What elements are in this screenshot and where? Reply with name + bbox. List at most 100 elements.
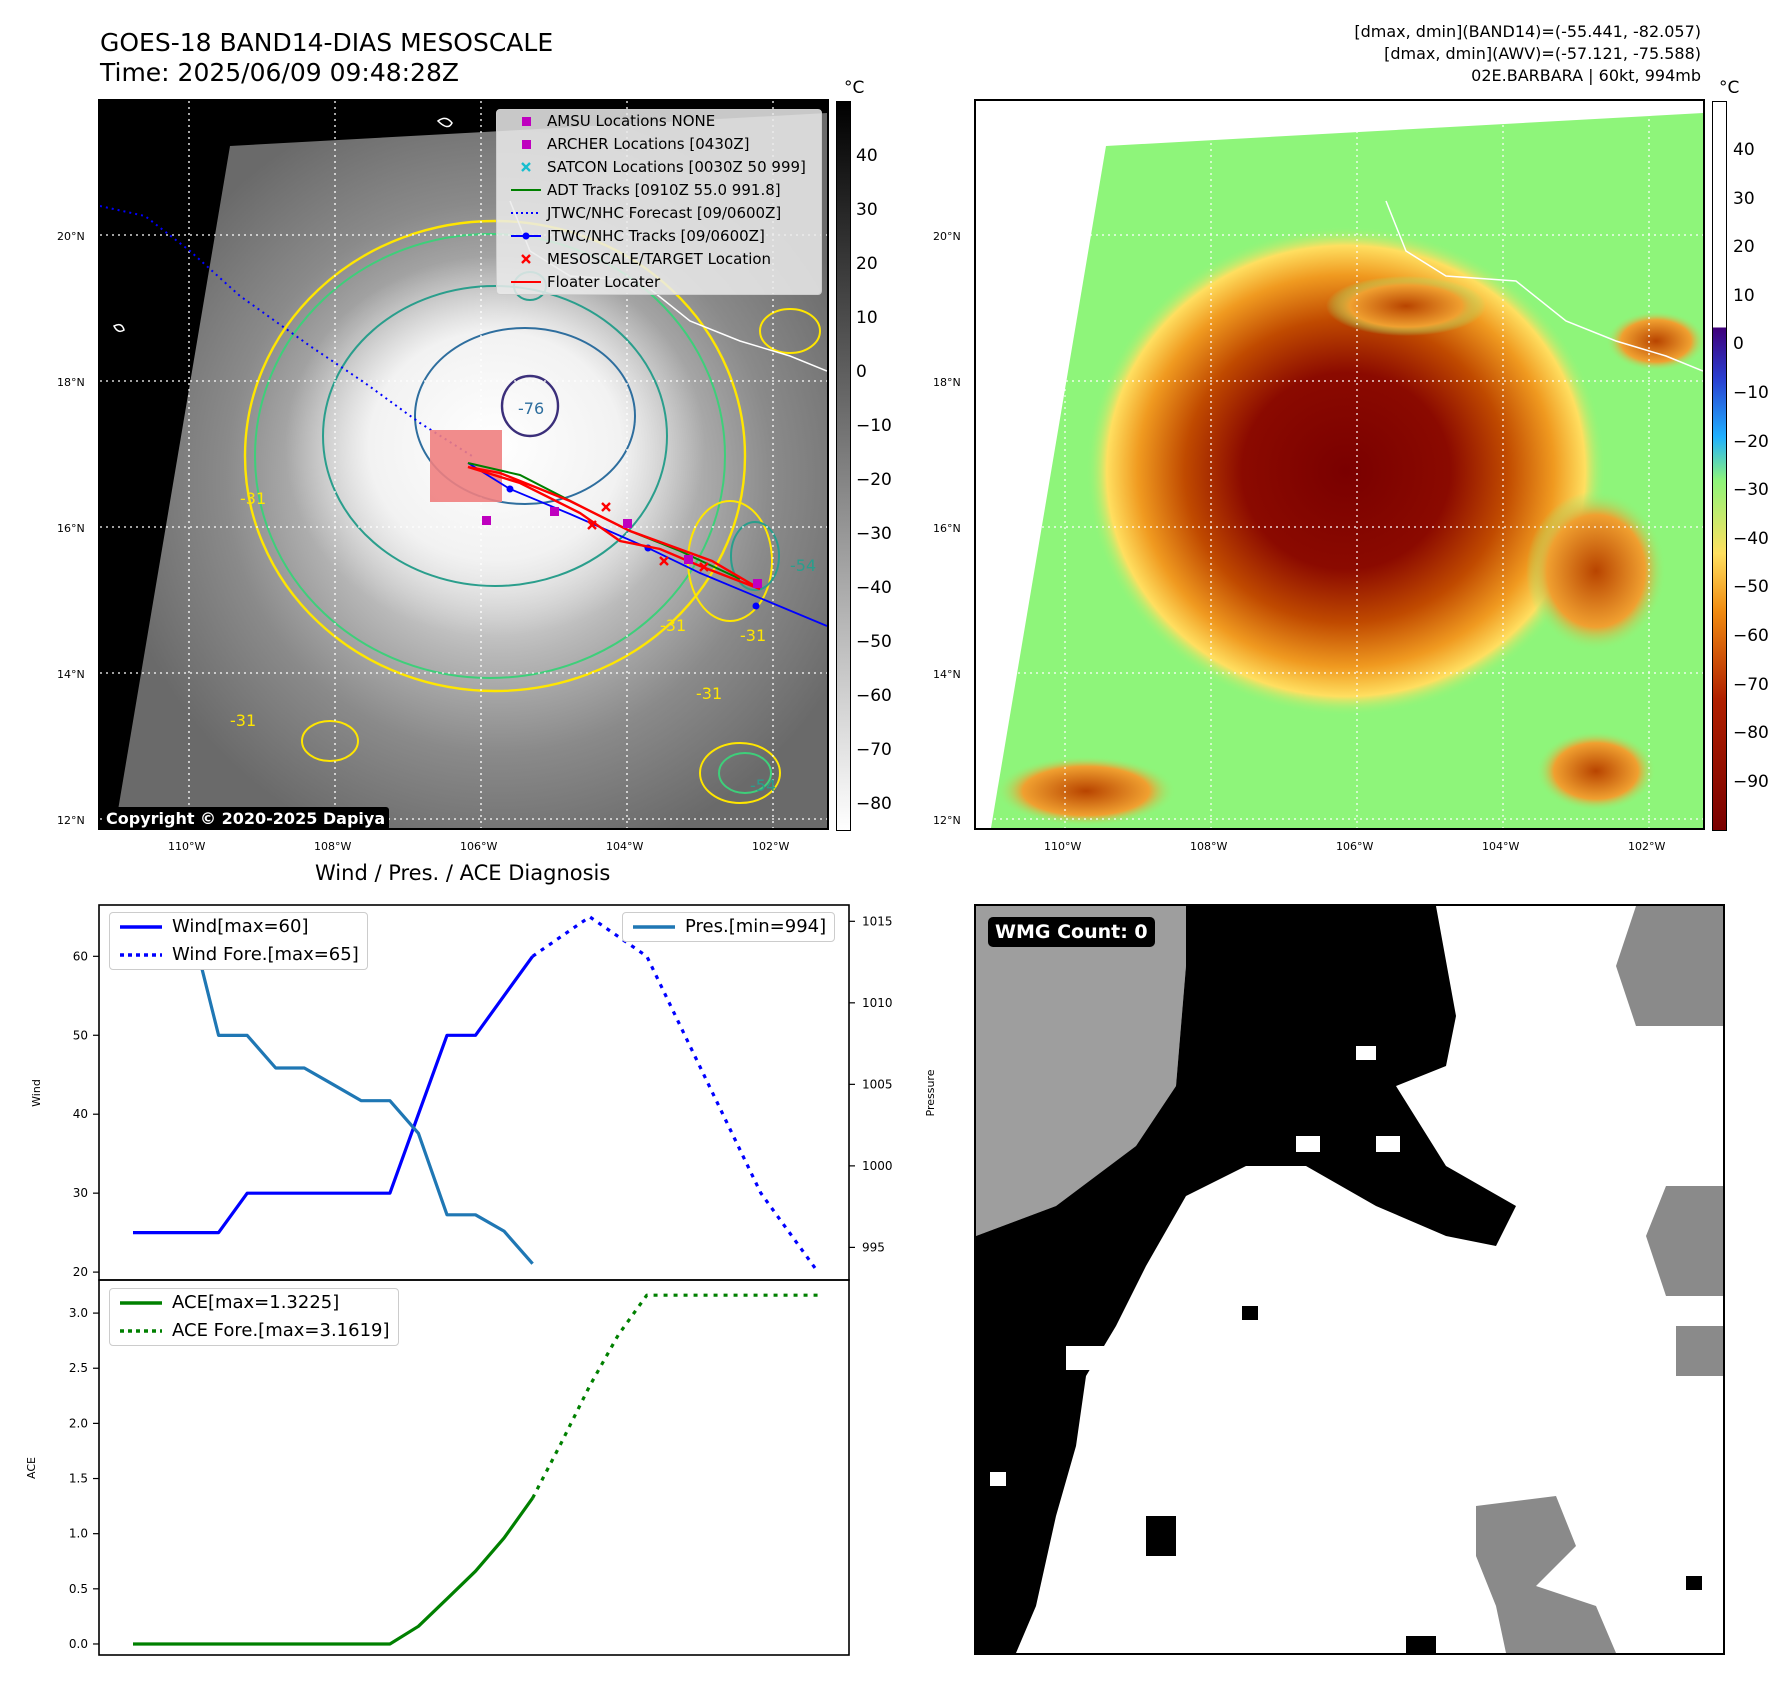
archer-locations bbox=[482, 507, 762, 588]
contour-blue bbox=[414, 327, 636, 505]
wmg-dark-region bbox=[976, 906, 1516, 1653]
contour-ne-yellow bbox=[759, 308, 821, 354]
contour-label: -54 bbox=[790, 556, 816, 575]
lon-label: 108°W bbox=[314, 840, 352, 853]
colorbar-tick-label: 30 bbox=[856, 200, 878, 220]
ace-tick-label: 0.0 bbox=[69, 1637, 88, 1651]
lat-label: 20°N bbox=[933, 230, 961, 243]
legend-symbol bbox=[511, 232, 541, 240]
wmg-mid-region bbox=[976, 906, 1186, 1236]
figure-time: Time: 2025/06/09 09:48:28Z bbox=[100, 58, 459, 87]
legend-label: AMSU Locations NONE bbox=[547, 112, 716, 130]
colorbar-tick-label: −80 bbox=[856, 794, 892, 814]
left-colorbar bbox=[836, 101, 851, 831]
legend-label: SATCON Locations [0030Z 50 999] bbox=[547, 158, 806, 176]
ace-tick-label: 0.5 bbox=[69, 1582, 88, 1596]
figure-title: GOES-18 BAND14-DIAS MESOSCALE bbox=[100, 28, 554, 57]
legend-item: AMSU Locations NONE bbox=[497, 110, 821, 133]
contour-purple bbox=[500, 374, 560, 438]
wmg-mid-patch bbox=[1616, 906, 1723, 1026]
legend-symbol bbox=[521, 162, 531, 172]
legend-label: MESOSCALE/TARGET Location bbox=[547, 250, 772, 268]
legend-symbol bbox=[522, 140, 531, 149]
copyright-badge: Copyright © 2020-2025 Dapiya bbox=[102, 807, 390, 828]
diagnosis-title: Wind / Pres. / ACE Diagnosis bbox=[315, 861, 611, 885]
graticule bbox=[976, 101, 1703, 828]
legend-symbol bbox=[511, 212, 541, 214]
lon-label: 102°W bbox=[1628, 840, 1666, 853]
legend-label: JTWC/NHC Tracks [09/0600Z] bbox=[547, 227, 765, 245]
wmg-count-badge: WMG Count: 0 bbox=[988, 917, 1155, 947]
colorbar-tick-label: −70 bbox=[856, 740, 892, 760]
jtwc-best-track bbox=[467, 462, 827, 627]
pressure-tick-label: 1005 bbox=[862, 1077, 893, 1091]
track-point bbox=[506, 485, 514, 493]
lat-label: 18°N bbox=[57, 376, 85, 389]
legend-item: Wind[max=60] bbox=[110, 913, 367, 941]
contour-label: -31 bbox=[696, 684, 722, 703]
legend-item: Pres.[min=994] bbox=[623, 913, 834, 941]
wmg-mid-patch bbox=[1676, 1326, 1723, 1376]
colorbar-tick-label: 10 bbox=[1733, 285, 1755, 306]
wmg-dark-speck bbox=[1146, 1516, 1176, 1556]
colorbar-tick-label: 40 bbox=[856, 146, 878, 166]
wmg-dark-speck bbox=[1242, 1306, 1258, 1320]
pressure-legend: Pres.[min=994] bbox=[622, 912, 836, 942]
wmg-light-hole bbox=[990, 1472, 1006, 1486]
contour-label: -31 bbox=[660, 616, 686, 635]
legend-label: Floater Locater bbox=[547, 273, 661, 291]
convective-cell bbox=[1326, 276, 1486, 336]
right-map-canvas bbox=[976, 101, 1703, 828]
right-colorbar bbox=[1712, 101, 1727, 831]
colorbar-tick-label: −90 bbox=[1733, 771, 1769, 792]
ace-ticks: 0.0 0.5 1.0 1.5 2.0 2.5 3.0 bbox=[69, 1306, 99, 1651]
colorbar-tick-label: −50 bbox=[1733, 577, 1769, 598]
ace-tick-label: 2.0 bbox=[69, 1416, 88, 1430]
colorbar-tick-label: 0 bbox=[856, 362, 867, 382]
contour-label: -31 bbox=[240, 489, 266, 508]
pressure-ticks: 995 1000 1005 1010 1015 bbox=[849, 914, 893, 1254]
legend-label: Pres.[min=994] bbox=[685, 916, 827, 937]
island bbox=[112, 323, 125, 333]
colorbar-tick-label: 40 bbox=[1733, 140, 1755, 160]
contour-yellow bbox=[243, 219, 747, 693]
colorbar-tick-label: −10 bbox=[856, 416, 892, 436]
floater-locater bbox=[467, 465, 761, 591]
colorbar-tick-label: 20 bbox=[1733, 237, 1755, 258]
colorbar-tick-label: −80 bbox=[1733, 723, 1769, 744]
lon-label: 106°W bbox=[460, 840, 498, 853]
right-color-map[interactable] bbox=[974, 99, 1705, 830]
wmg-panel[interactable]: WMG Count: 0 bbox=[974, 904, 1725, 1655]
legend-symbol bbox=[120, 1329, 162, 1333]
diagnosis-chart: 20 30 40 50 60 995 1000 1005 1010 1015 0.0 0.5 1.0… bbox=[25, 904, 937, 1656]
legend-item: ACE[max=1.3225] bbox=[110, 1289, 398, 1317]
storm-cold-tops bbox=[1086, 226, 1606, 716]
legend-item: Floater Locater bbox=[497, 271, 821, 294]
wmg-light-hole bbox=[1356, 1046, 1376, 1060]
wmg-light-hole bbox=[1296, 1136, 1320, 1152]
colorbar-tick-label: 30 bbox=[1733, 188, 1755, 209]
legend-label: Wind Fore.[max=65] bbox=[172, 944, 359, 965]
wind-tick-label: 60 bbox=[73, 949, 88, 963]
track-point bbox=[752, 602, 760, 610]
wmg-mid-patch bbox=[1646, 1186, 1723, 1296]
ace-legend: ACE[max=1.3225] ACE Fore.[max=3.1619] bbox=[109, 1288, 399, 1346]
lat-label: 16°N bbox=[57, 522, 85, 535]
left-ir-map[interactable]: -76 -31 -31 -31 -31 -54 -31 -54 AMSU Loc… bbox=[98, 99, 829, 830]
ace-axes-frame bbox=[98, 1279, 850, 1656]
colorbar-tick-label: −30 bbox=[856, 524, 892, 544]
legend-symbol bbox=[522, 117, 531, 126]
legend-label: JTWC/NHC Forecast [09/0600Z] bbox=[547, 204, 782, 222]
convective-cell bbox=[996, 756, 1176, 826]
contour-label: -31 bbox=[740, 626, 766, 645]
colorbar-tick-label: 20 bbox=[856, 254, 878, 274]
lat-label: 16°N bbox=[933, 522, 961, 535]
pressure-tick-label: 1000 bbox=[862, 1159, 893, 1173]
ace-series-line bbox=[133, 1497, 534, 1646]
contour-green bbox=[254, 233, 726, 679]
lat-label: 14°N bbox=[933, 668, 961, 681]
legend-symbol bbox=[521, 254, 531, 264]
coastline bbox=[1385, 200, 1703, 372]
convective-cell bbox=[1536, 731, 1656, 811]
pressure-tick-label: 1010 bbox=[862, 996, 893, 1010]
